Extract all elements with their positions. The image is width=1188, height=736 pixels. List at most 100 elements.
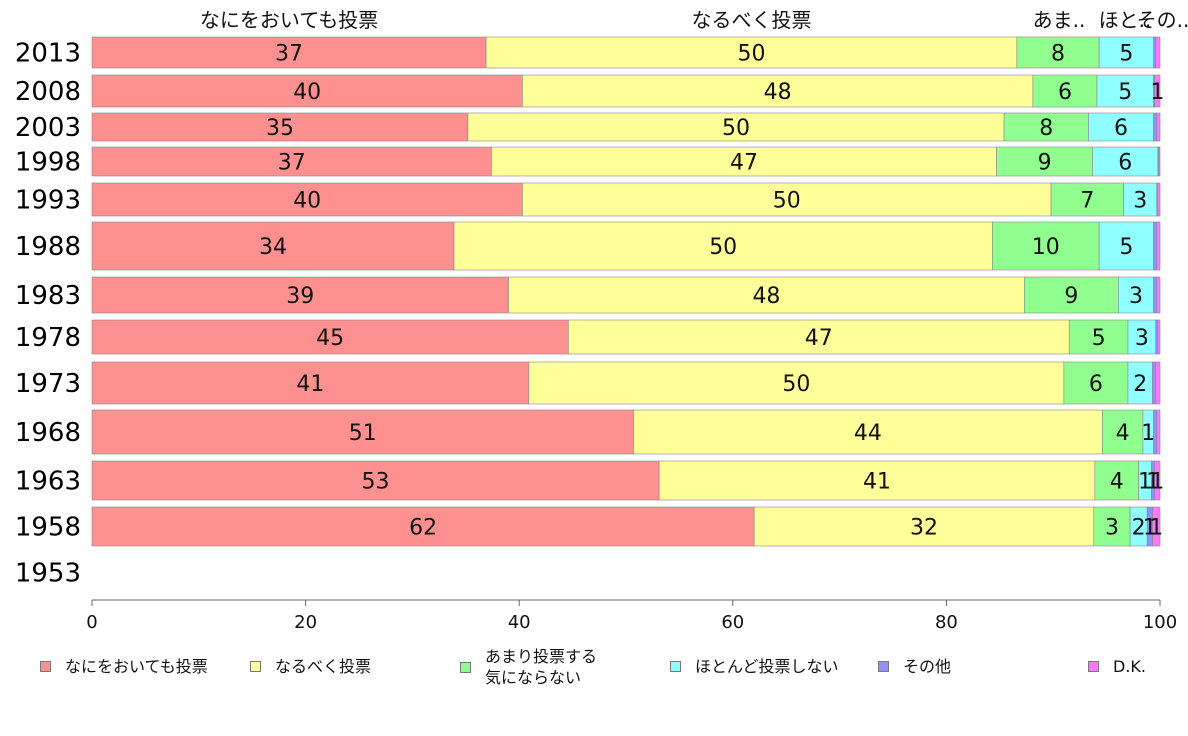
bar-segment-1988-2 xyxy=(992,221,1100,271)
top-label-3: ほと.. xyxy=(1099,8,1152,32)
bar-segment-1973-0 xyxy=(91,361,530,405)
year-label-1963: 1963 xyxy=(15,467,81,497)
bar-segment-2013-3 xyxy=(1098,36,1154,69)
bar-segment-2013-0 xyxy=(91,36,487,69)
data-label-1963-3: 1 xyxy=(1138,470,1152,495)
bar-segment-1963-5 xyxy=(1154,460,1161,501)
data-label-1973-2: 6 xyxy=(1089,372,1103,397)
bar-segment-1963-1 xyxy=(658,460,1096,501)
legend-item-2: あまり投票する 気にならない xyxy=(460,646,597,688)
legend-swatch-3 xyxy=(670,661,681,672)
year-label-1998: 1998 xyxy=(15,148,81,178)
legend-swatch-5 xyxy=(1088,661,1099,672)
legend-swatch-4 xyxy=(878,661,889,672)
data-label-1958-1: 32 xyxy=(910,516,938,541)
top-label-1: なるべく投票 xyxy=(691,8,811,32)
bar-segment-1973-5 xyxy=(1155,361,1161,405)
data-label-1958-5: 1 xyxy=(1149,516,1163,541)
data-label-2008-2: 6 xyxy=(1058,80,1072,105)
data-label-1968-1: 44 xyxy=(854,421,882,446)
data-label-1983-0: 39 xyxy=(286,284,314,309)
legend-item-4: その他 xyxy=(878,656,951,677)
year-label-2003: 2003 xyxy=(15,113,81,143)
year-label-1958: 1958 xyxy=(15,513,81,543)
legend-item-1: なるべく投票 xyxy=(250,656,371,677)
bar-segment-1993-3 xyxy=(1123,182,1158,217)
data-label-2013-2: 8 xyxy=(1051,42,1065,67)
data-label-1963-5: 1 xyxy=(1150,470,1164,495)
bar-segment-1983-0 xyxy=(91,276,509,314)
data-label-2008-5: 1 xyxy=(1150,80,1164,105)
year-label-2008: 2008 xyxy=(15,77,81,107)
data-label-1998-0: 37 xyxy=(278,151,306,176)
bar-segment-1983-5 xyxy=(1156,276,1161,314)
data-label-1973-1: 50 xyxy=(782,372,810,397)
data-label-1978-2: 5 xyxy=(1092,326,1106,351)
data-label-2008-3: 5 xyxy=(1118,80,1132,105)
bar-segment-1993-5 xyxy=(1157,182,1161,217)
legend-label-2: あまり投票する 気にならない xyxy=(485,647,598,687)
bar-segment-1983-4 xyxy=(1153,276,1158,314)
x-tick-label-0: 0 xyxy=(86,612,97,633)
bar-segment-1963-0 xyxy=(91,460,660,501)
data-label-1998-1: 47 xyxy=(730,151,758,176)
data-label-1988-2: 10 xyxy=(1032,235,1060,260)
legend-label-1: なるべく投票 xyxy=(275,657,372,676)
bar-segment-1958-1 xyxy=(753,506,1095,547)
bar-segment-1978-4 xyxy=(1155,319,1159,355)
bar-segment-1978-3 xyxy=(1127,319,1157,355)
data-label-1963-0: 53 xyxy=(362,470,390,495)
year-label-1973: 1973 xyxy=(15,369,81,399)
bar-segment-2008-5 xyxy=(1154,74,1161,108)
bar-segment-1983-1 xyxy=(508,276,1025,314)
x-axis: 0 20 40 60 80 100 xyxy=(86,599,1177,633)
data-label-1998-3: 6 xyxy=(1118,151,1132,176)
data-label-1988-0: 34 xyxy=(259,235,287,260)
legend-label-0: なにをおいても投票 xyxy=(65,657,208,676)
bar-segment-1983-2 xyxy=(1024,276,1119,314)
bar-segment-1988-4 xyxy=(1153,221,1158,271)
bar-segment-1998-5 xyxy=(1158,146,1161,177)
bar-segment-1983-3 xyxy=(1118,276,1154,314)
data-label-1983-3: 3 xyxy=(1129,284,1143,309)
bar-segment-2003-4 xyxy=(1153,112,1158,142)
top-label-0: なにをおいても投票 xyxy=(200,8,378,32)
data-label-1968-0: 51 xyxy=(349,421,377,446)
bar-segment-1998-0 xyxy=(91,146,492,177)
data-label-2013-3: 5 xyxy=(1119,42,1133,67)
year-axis-labels: 2013 2008 2003 1998 1993 1988 1983 1978 1973 1968… xyxy=(15,39,81,589)
bar-segment-1968-4 xyxy=(1153,409,1158,455)
year-label-1993: 1993 xyxy=(15,186,81,216)
x-tick-label-20: 20 xyxy=(294,612,317,633)
bar-segment-1973-4 xyxy=(1152,361,1157,405)
legend-item-5: D.K. xyxy=(1088,656,1146,677)
x-tick-label-40: 40 xyxy=(508,612,531,633)
bar-segment-2008-3 xyxy=(1096,74,1154,108)
legend-label-3: ほとんど投票しない xyxy=(695,657,839,676)
bar-segment-2013-1 xyxy=(485,36,1018,69)
bar-segment-1958-5 xyxy=(1152,506,1161,547)
legend-swatch-2 xyxy=(460,661,471,673)
bar-segment-1988-3 xyxy=(1098,221,1154,271)
bar-segment-1988-1 xyxy=(453,221,993,271)
legend-item-3: ほとんど投票しない xyxy=(670,656,839,677)
data-label-1983-1: 48 xyxy=(752,284,780,309)
bar-segment-1988-0 xyxy=(91,221,455,271)
bar-segment-2008-0 xyxy=(91,74,523,108)
data-label-1993-1: 50 xyxy=(773,189,801,214)
bar-segment-2013-4 xyxy=(1153,36,1157,69)
data-label-2013-0: 37 xyxy=(275,42,303,67)
data-label-2013-1: 50 xyxy=(737,42,765,67)
bar-segment-1978-2 xyxy=(1068,319,1129,355)
bar-segment-1998-3 xyxy=(1092,146,1159,177)
data-label-2003-2: 8 xyxy=(1039,116,1053,141)
year-label-1983: 1983 xyxy=(15,281,81,311)
top-label-4: その.. xyxy=(1137,8,1188,32)
bar-segment-1973-2 xyxy=(1063,361,1129,405)
bar-segment-1993-1 xyxy=(522,182,1052,217)
bar-segment-1973-3 xyxy=(1127,361,1153,405)
bar-segment-2013-2 xyxy=(1016,36,1100,69)
bar-segment-1998-1 xyxy=(491,146,997,177)
bar-segment-2003-0 xyxy=(91,112,469,142)
data-label-1998-2: 9 xyxy=(1038,151,1052,176)
